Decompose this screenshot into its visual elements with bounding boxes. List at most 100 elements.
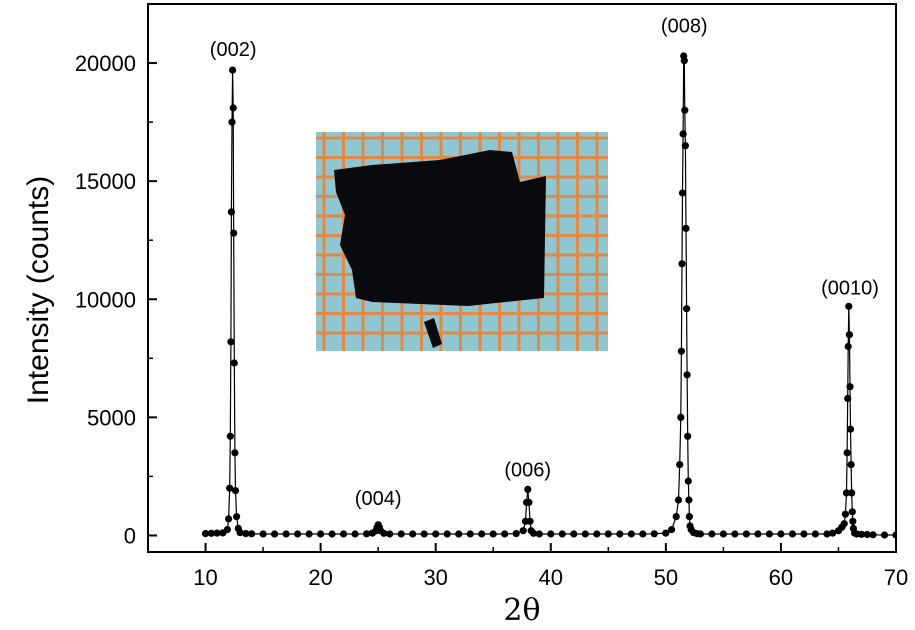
y-tick-label: 10000 — [75, 287, 136, 312]
data-point — [386, 530, 394, 538]
peak-labels: (002) (004) (006) (008) (0010) — [210, 15, 879, 509]
data-point — [363, 530, 371, 538]
data-point — [227, 338, 235, 346]
data-point — [731, 530, 739, 538]
data-point — [842, 489, 851, 497]
data-point — [846, 383, 854, 391]
data-point — [754, 530, 762, 538]
data-point — [869, 531, 877, 539]
data-point — [501, 530, 509, 538]
data-point — [616, 530, 624, 538]
data-point — [845, 302, 853, 310]
data-point — [242, 530, 250, 538]
data-point — [676, 461, 684, 469]
data-point — [529, 529, 538, 537]
data-point — [684, 477, 692, 485]
data-point — [328, 530, 336, 538]
x-tick-label: 10 — [193, 565, 217, 590]
data-series — [201, 52, 896, 539]
data-point — [685, 513, 694, 521]
data-point — [674, 496, 683, 504]
data-point — [512, 530, 520, 538]
data-point — [788, 530, 797, 538]
data-point — [233, 513, 241, 521]
data-point — [719, 530, 728, 538]
data-point — [650, 530, 658, 538]
data-point — [682, 224, 690, 232]
data-point — [829, 529, 837, 537]
data-point — [526, 517, 534, 525]
data-point — [677, 413, 685, 421]
data-point — [535, 530, 543, 538]
data-point — [844, 342, 852, 351]
data-point — [678, 260, 686, 268]
data-point — [231, 487, 240, 495]
y-tick-label: 15000 — [75, 169, 136, 194]
peak-label: (008) — [661, 15, 708, 37]
peak-label: (004) — [355, 488, 402, 510]
data-point — [863, 530, 871, 539]
data-point — [844, 394, 852, 403]
data-point — [231, 449, 239, 457]
plot-frame — [147, 3, 897, 553]
data-point — [683, 305, 691, 313]
axes: 10 20 30 40 50 60 70 0 5000 10000 15000 20000 — [75, 3, 908, 590]
data-point — [823, 530, 831, 538]
data-point — [207, 529, 215, 537]
crystal-fragment — [424, 318, 442, 348]
data-point — [880, 531, 889, 539]
data-point — [681, 106, 689, 114]
data-point — [742, 530, 751, 538]
y-tick-label: 20000 — [75, 51, 136, 76]
data-point — [227, 208, 235, 216]
data-point — [841, 510, 850, 518]
data-point — [478, 530, 486, 538]
crystal-sample — [334, 150, 546, 306]
data-point — [223, 526, 231, 534]
x-tick-label: 20 — [308, 565, 332, 590]
data-point — [558, 530, 566, 538]
data-point — [639, 530, 647, 538]
data-point — [351, 530, 359, 538]
data-point — [848, 508, 856, 516]
data-point — [213, 529, 221, 537]
data-point — [409, 530, 417, 538]
data-point — [397, 530, 405, 538]
data-point — [681, 142, 690, 150]
peak-label: (0010) — [821, 278, 879, 300]
data-point — [593, 530, 601, 538]
data-point — [604, 530, 612, 538]
data-point — [684, 432, 692, 440]
data-point — [282, 530, 290, 538]
data-point — [683, 371, 691, 379]
data-point — [340, 530, 348, 538]
data-point — [524, 485, 532, 493]
data-point — [843, 449, 851, 457]
data-point — [225, 515, 233, 523]
data-point — [672, 513, 680, 521]
data-point — [271, 530, 279, 538]
data-point — [679, 130, 687, 138]
data-point — [230, 229, 238, 237]
data-point — [685, 496, 693, 504]
data-point — [846, 425, 855, 433]
data-point — [627, 530, 635, 538]
data-point — [848, 489, 856, 497]
data-point — [248, 530, 256, 538]
data-point — [317, 530, 325, 538]
data-point — [680, 57, 688, 65]
data-point — [662, 529, 670, 537]
data-point — [765, 530, 774, 538]
data-point — [668, 526, 676, 534]
data-point — [420, 530, 428, 538]
data-point — [466, 530, 474, 538]
x-tick-label: 30 — [423, 565, 447, 590]
data-point — [380, 529, 388, 537]
x-tick-label: 40 — [539, 565, 563, 590]
y-tick-label: 5000 — [87, 405, 136, 430]
data-point — [201, 530, 210, 538]
data-point — [455, 530, 463, 538]
data-point — [226, 484, 234, 492]
inset-crystal-photo — [316, 132, 608, 351]
data-point — [845, 331, 854, 339]
